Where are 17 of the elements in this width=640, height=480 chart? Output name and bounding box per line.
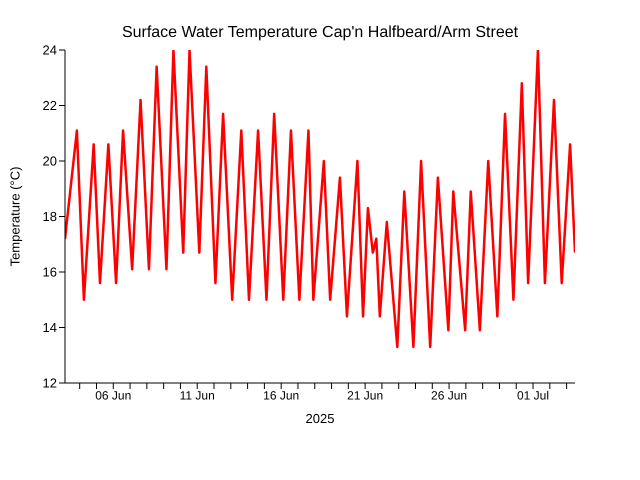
line-series bbox=[65, 50, 575, 348]
y-tick-label: 16 bbox=[42, 264, 57, 280]
y-axis-title: Temperature (°C) bbox=[8, 166, 23, 266]
y-tick-label: 12 bbox=[42, 376, 57, 391]
x-tick-label: 16 Jun bbox=[263, 388, 300, 403]
y-tick-label: 14 bbox=[42, 320, 57, 336]
x-axis-title: 2025 bbox=[306, 411, 334, 426]
chart-title: Surface Water Temperature Cap'n Halfbeard/Arm Street bbox=[120, 24, 520, 42]
x-tick-label: 01 Jul bbox=[517, 388, 550, 403]
x-tick-label: 21 Jun bbox=[347, 388, 384, 403]
x-tick-label: 06 Jun bbox=[95, 388, 132, 403]
y-tick-label: 22 bbox=[42, 98, 57, 114]
x-tick-label: 26 Jun bbox=[431, 388, 468, 403]
y-tick-label: 18 bbox=[42, 209, 57, 224]
y-tick-label: 20 bbox=[42, 154, 57, 169]
x-tick-label: 11 Jun bbox=[180, 388, 215, 403]
y-tick-label: 24 bbox=[42, 42, 57, 58]
